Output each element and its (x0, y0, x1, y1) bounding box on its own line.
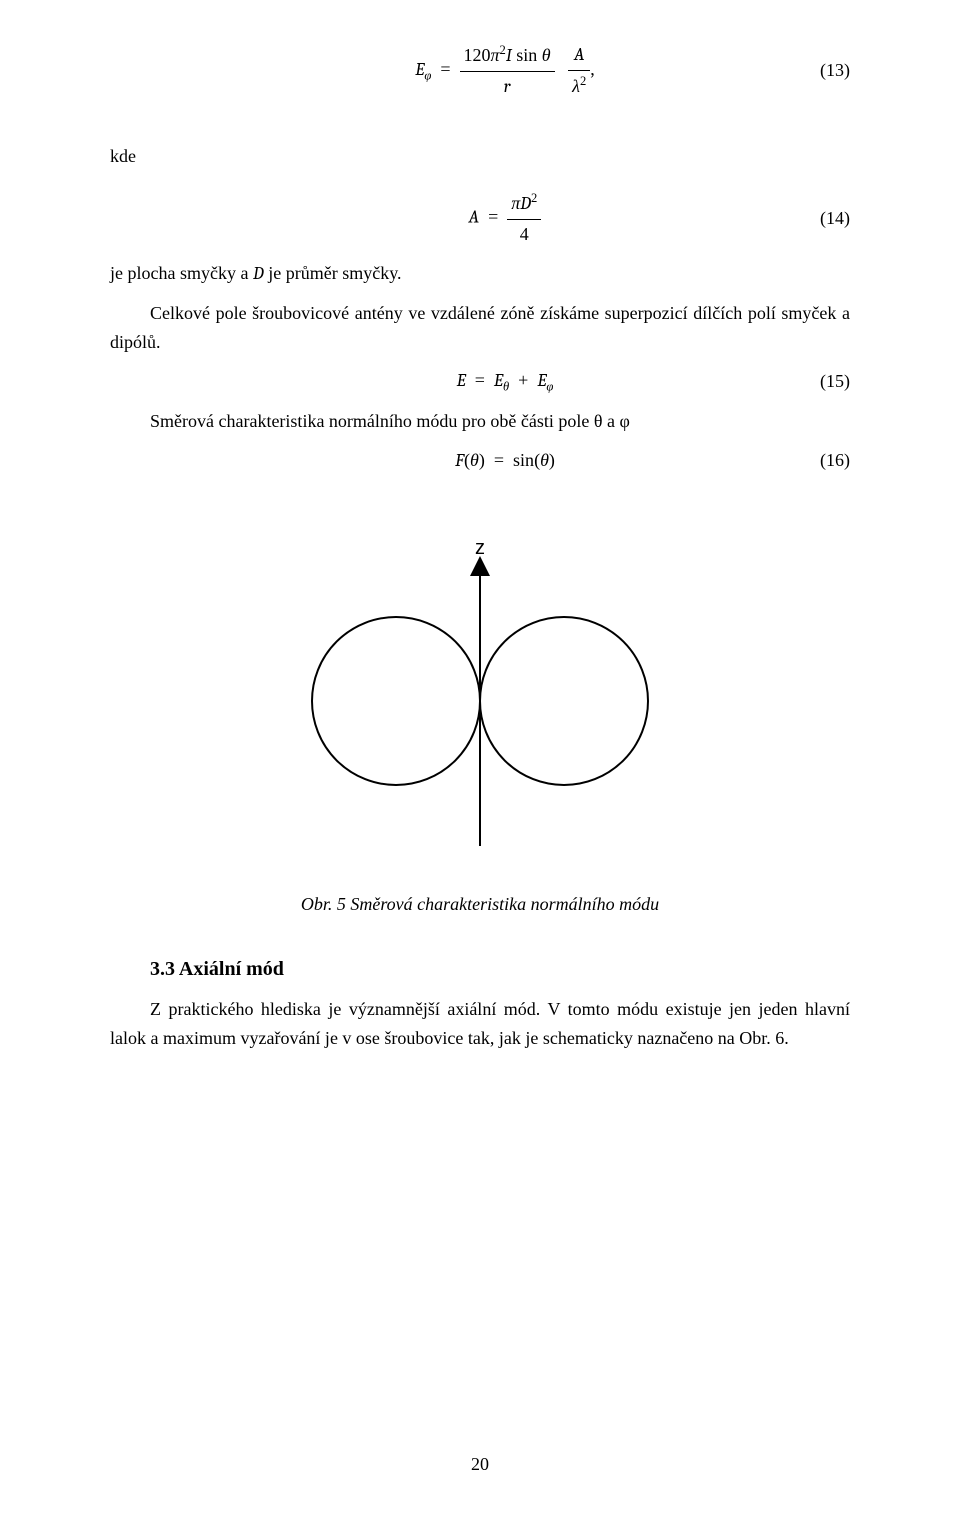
eq16-arg2: θ (540, 450, 549, 471)
eq14-lhs: A (469, 207, 479, 228)
eq15-s1: θ (503, 380, 509, 394)
kde-label: kde (110, 142, 850, 171)
eq16-rhs: sin (513, 450, 534, 470)
axis-label-z: z (475, 537, 485, 559)
eq13-den2a: λ (572, 76, 580, 97)
eq14-body: A = πD2 4 (110, 188, 790, 249)
eq15-number: (15) (790, 367, 850, 396)
p1-b: D (253, 263, 264, 284)
eq13-trail: , (590, 59, 595, 79)
eq14-den: 4 (507, 219, 541, 249)
eq14-num-b: D (520, 193, 531, 214)
figure-5-caption: Obr. 5 Směrová charakteristika normálníh… (110, 890, 850, 919)
eq13-body: Eφ = 120π2I sin θ r A λ2 , (110, 40, 790, 102)
page-number: 20 (0, 1450, 960, 1479)
eq13-num-d: sin (512, 45, 542, 65)
eq15-s2: φ (546, 380, 553, 394)
para-4: Z praktického hlediska je významnější ax… (110, 995, 850, 1053)
eq13-num2: A (574, 44, 584, 65)
eq14-num-a: π (511, 193, 520, 214)
eq16-body: F(θ) = sin(θ) (110, 446, 790, 476)
eq13-frac1: 120π2I sin θ r (460, 40, 555, 102)
eq16-arg1: θ (470, 450, 479, 471)
eq13-den1: r (504, 76, 511, 97)
eq14-number: (14) (790, 204, 850, 233)
eq15-t1: E (494, 370, 503, 391)
lobe-left (312, 617, 480, 785)
eq16-number: (16) (790, 446, 850, 475)
eq13-number: (13) (790, 56, 850, 85)
eq14-frac: πD2 4 (507, 188, 541, 249)
p1-a: je plocha smyčky a (110, 263, 253, 283)
eq13-den2exp: 2 (580, 74, 586, 88)
eq16-lhs: F (455, 450, 464, 471)
para-1: je plocha smyčky a D je průměr smyčky. (110, 259, 850, 289)
p1-c: je průměr smyčky. (264, 263, 402, 283)
eq13-num-e: θ (542, 45, 551, 66)
eq13-frac2: A λ2 (568, 40, 590, 102)
equation-14: A = πD2 4 (14) (110, 188, 850, 249)
eq13-lhs-sub: φ (424, 69, 431, 83)
equation-16: F(θ) = sin(θ) (16) (110, 446, 850, 476)
radiation-pattern-svg: z (250, 526, 710, 856)
para-3: Směrová charakteristika normálního módu … (110, 407, 850, 436)
lobe-right (480, 617, 648, 785)
eq13-num-b: π (491, 45, 500, 66)
eq15-body: E = Eθ + Eφ (110, 366, 790, 397)
eq13-num-a: 120 (464, 45, 491, 65)
eq14-num-exp: 2 (531, 191, 537, 205)
equation-15: E = Eθ + Eφ (15) (110, 366, 850, 397)
equation-13: Eφ = 120π2I sin θ r A λ2 , (13) (110, 40, 850, 102)
eq15-lhs: E (457, 370, 466, 391)
para-2: Celkové pole šroubovicové antény ve vzdá… (110, 299, 850, 357)
figure-5-diagram: z (110, 526, 850, 865)
section-3-3-heading: 3.3 Axiální mód (150, 953, 850, 985)
eq13-lhs-var: E (415, 59, 424, 80)
